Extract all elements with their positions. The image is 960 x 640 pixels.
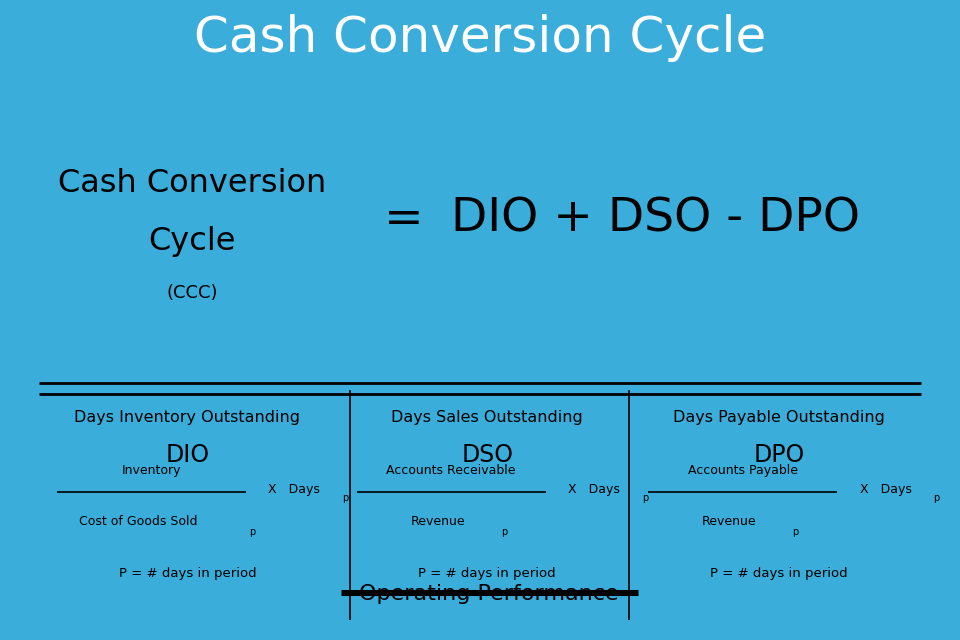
Text: DPO: DPO — [754, 443, 804, 467]
Text: (CCC): (CCC) — [166, 284, 218, 302]
Text: p: p — [642, 493, 648, 504]
Text: Operating Performance: Operating Performance — [359, 584, 619, 604]
Text: X   Days: X Days — [568, 483, 620, 496]
Text: =: = — [384, 197, 423, 242]
Text: Cash Conversion Cycle: Cash Conversion Cycle — [194, 13, 766, 61]
Text: P = # days in period: P = # days in period — [419, 567, 556, 580]
Text: Days Inventory Outstanding: Days Inventory Outstanding — [75, 410, 300, 425]
Text: p: p — [249, 527, 255, 537]
Text: X   Days: X Days — [860, 483, 912, 496]
Text: P = # days in period: P = # days in period — [710, 567, 848, 580]
Text: X   Days: X Days — [269, 483, 321, 496]
Text: Revenue: Revenue — [410, 515, 465, 529]
Text: p: p — [501, 527, 507, 537]
Text: Cycle: Cycle — [148, 226, 236, 257]
Text: DSO: DSO — [461, 443, 514, 467]
Text: Cost of Goods Sold: Cost of Goods Sold — [79, 515, 197, 529]
Text: p: p — [792, 527, 799, 537]
Text: P = # days in period: P = # days in period — [119, 567, 256, 580]
Text: Cash Conversion: Cash Conversion — [58, 168, 326, 200]
Text: Days Payable Outstanding: Days Payable Outstanding — [673, 410, 885, 425]
Text: Days Sales Outstanding: Days Sales Outstanding — [392, 410, 583, 425]
Text: Accounts Receivable: Accounts Receivable — [387, 463, 516, 477]
Text: p: p — [933, 493, 940, 504]
Text: Accounts Payable: Accounts Payable — [687, 463, 798, 477]
Text: DIO: DIO — [165, 443, 209, 467]
Text: p: p — [343, 493, 348, 504]
Text: DIO + DSO - DPO: DIO + DSO - DPO — [451, 197, 860, 242]
Text: Revenue: Revenue — [702, 515, 756, 529]
Text: Inventory: Inventory — [122, 463, 181, 477]
